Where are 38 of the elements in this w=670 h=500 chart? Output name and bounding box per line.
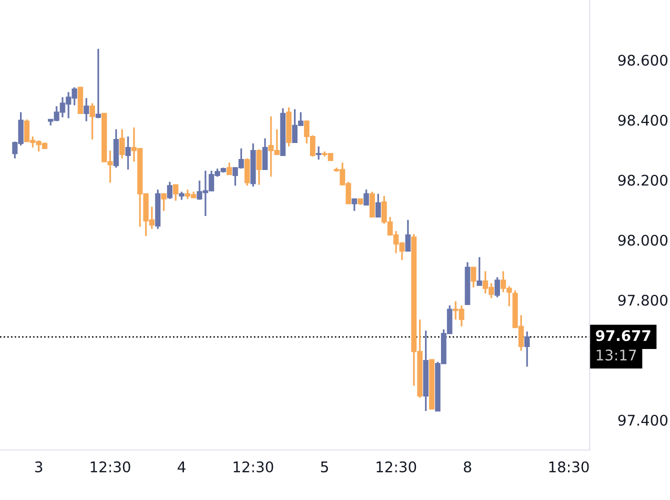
candlestick	[352, 198, 358, 212]
candlestick	[262, 137, 268, 170]
ref-line-label: 97.677	[596, 330, 650, 342]
y-tick-label: 97.400	[618, 414, 668, 426]
x-tick-label: 3	[35, 461, 42, 472]
candlestick	[226, 162, 232, 176]
candlestick	[370, 190, 375, 218]
text: 13:17	[596, 350, 636, 361]
candlestick	[470, 266, 476, 288]
candlestick	[375, 192, 381, 218]
y-tick-label: 98.600	[618, 54, 668, 66]
y-tick-label: 97.800	[618, 294, 668, 306]
y-tick-label: 98.000	[618, 234, 668, 246]
x-tick-label: 12:30	[376, 461, 416, 472]
candlestick	[84, 97, 90, 122]
candlestick	[96, 48, 101, 120]
candlestick	[161, 192, 166, 212]
x-tick-label: 8	[464, 461, 472, 472]
candlestick	[524, 330, 530, 368]
x-tick-label: 12:30	[90, 461, 130, 472]
candlestick	[90, 102, 96, 140]
y-tick-label: 98.400	[618, 114, 668, 126]
candlestick	[405, 219, 411, 252]
x-tick-label: 18:30	[549, 461, 589, 472]
x-tick-label: 4	[178, 462, 186, 472]
x-tick-label: 12:30	[234, 461, 274, 472]
candlestick	[119, 128, 125, 160]
candlestick	[316, 146, 322, 160]
candlestick	[476, 256, 482, 286]
candlestick	[167, 180, 172, 200]
candlestick	[244, 158, 250, 187]
candlestick	[125, 136, 131, 170]
candlestick	[256, 148, 262, 186]
candlestick	[364, 188, 369, 206]
y-tick-label: 98.200	[618, 174, 668, 186]
x-tick-label: 5	[321, 462, 328, 472]
candlestick	[494, 276, 500, 298]
candlestick	[172, 184, 178, 202]
